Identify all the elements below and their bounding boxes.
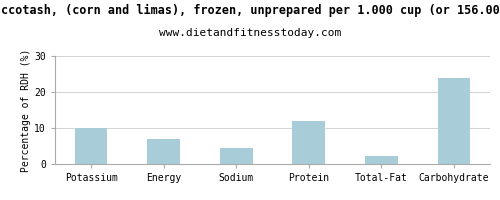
- Text: www.dietandfitnesstoday.com: www.dietandfitnesstoday.com: [159, 28, 341, 38]
- Bar: [75, 128, 108, 164]
- Bar: [220, 148, 252, 164]
- Bar: [148, 139, 180, 164]
- Text: ccotash, (corn and limas), frozen, unprepared per 1.000 cup (or 156.00: ccotash, (corn and limas), frozen, unpre…: [0, 4, 500, 17]
- Y-axis label: Percentage of RDH (%): Percentage of RDH (%): [22, 48, 32, 172]
- Bar: [438, 78, 470, 164]
- Bar: [292, 121, 325, 164]
- Bar: [365, 156, 398, 164]
